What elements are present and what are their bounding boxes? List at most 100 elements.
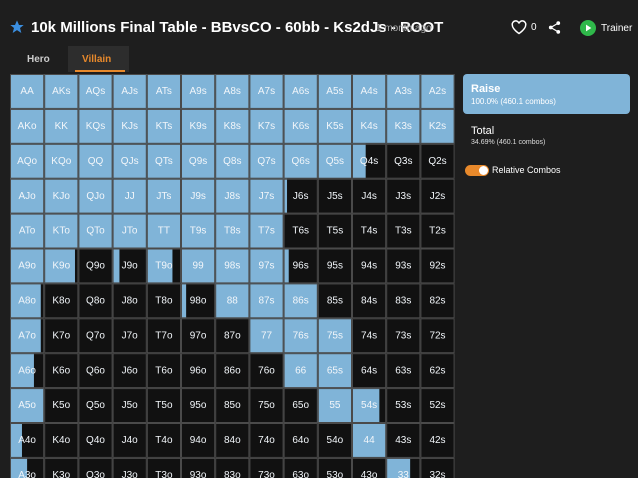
- tab-active[interactable]: Villain: [82, 54, 112, 65]
- cell-fill: [112, 74, 147, 109]
- cell-fill: [352, 423, 387, 458]
- cell-label: Q6s: [292, 156, 310, 167]
- cell-border: [10, 423, 45, 458]
- cell-label: A6s: [292, 86, 309, 97]
- cell-label: 86s: [293, 295, 309, 306]
- favorite-star[interactable]: [9, 19, 25, 35]
- cell-label: J9s: [190, 191, 206, 202]
- cell-fill: [215, 74, 250, 109]
- cell-label: 93s: [395, 261, 411, 272]
- cell-label: 83s: [395, 295, 411, 306]
- cell-border: [283, 108, 318, 144]
- cell-label: J7o: [122, 330, 139, 341]
- cell-border: [112, 318, 147, 354]
- cell-fill: [386, 457, 411, 478]
- cell-bg: [112, 457, 147, 478]
- cell-fill: [317, 388, 352, 423]
- cell-bg: [386, 353, 421, 389]
- cell-bg: [215, 457, 250, 478]
- cell-border: [317, 74, 352, 109]
- cell-fill: [249, 74, 284, 109]
- cell-border: [215, 143, 250, 179]
- cell-label: 95o: [190, 400, 207, 411]
- tab[interactable]: Hero: [27, 54, 50, 65]
- cell-border: [181, 213, 216, 249]
- cell-label: J5s: [327, 191, 343, 202]
- cell-border: [10, 248, 45, 284]
- cell-label: AQs: [86, 86, 105, 97]
- cell-border: [386, 108, 421, 144]
- cell-border: [215, 318, 250, 354]
- cell-bg: [352, 213, 387, 249]
- cell-bg: [352, 353, 387, 389]
- cell-border: [10, 283, 45, 319]
- cell-fill: [283, 74, 318, 109]
- cell-border: [112, 74, 147, 109]
- cell-fill: [181, 108, 216, 144]
- action-box[interactable]: [463, 74, 630, 114]
- cell-fill: [249, 108, 284, 144]
- cell-border: [44, 283, 79, 319]
- cell-border: [112, 108, 147, 144]
- cell-label: A3s: [395, 86, 412, 97]
- cell-bg: [78, 248, 113, 284]
- cell-bg: [317, 248, 352, 284]
- cell-bg: [146, 423, 181, 458]
- cell-bg: [249, 457, 284, 478]
- cell-bg: [283, 248, 318, 284]
- cell-label: A5s: [326, 86, 343, 97]
- cell-border: [112, 143, 147, 179]
- cell-border: [181, 318, 216, 354]
- cell-label: Q8o: [86, 295, 105, 306]
- cell-border: [317, 143, 352, 179]
- cell-border: [146, 248, 182, 284]
- cell-bg: [386, 283, 421, 319]
- cell-fill: [10, 388, 45, 423]
- cell-bg: [146, 283, 181, 319]
- cell-border: [283, 388, 318, 424]
- like-icon[interactable]: [511, 20, 527, 35]
- cell-label: 88: [227, 295, 239, 306]
- cell-border: [249, 457, 284, 478]
- cell-label: KK: [55, 121, 69, 132]
- cell-bg: [386, 318, 421, 354]
- cell-label: 83o: [224, 470, 241, 478]
- cell-border: [386, 248, 421, 284]
- cell-label: A2s: [429, 86, 446, 97]
- cell-border: [78, 388, 113, 424]
- cell-bg: [283, 388, 318, 423]
- cell-label: 32s: [429, 470, 445, 478]
- cell-border: [112, 248, 147, 284]
- cell-label: 54o: [327, 435, 344, 446]
- cell-label: A8o: [18, 295, 36, 306]
- cell-border: [146, 423, 182, 458]
- cell-label: K6s: [292, 121, 309, 132]
- cell-label: KTo: [53, 226, 71, 237]
- cell-bg: [78, 388, 113, 423]
- trainer-button[interactable]: Trainer: [601, 23, 633, 34]
- cell-border: [146, 353, 182, 389]
- cell-border: [352, 283, 387, 319]
- trainer-icon[interactable]: [580, 20, 596, 36]
- cell-bg: [44, 457, 79, 478]
- cell-label: 93o: [190, 470, 207, 478]
- share-icon[interactable]: [547, 20, 562, 35]
- cell-border: [317, 457, 352, 478]
- toggle[interactable]: [465, 165, 489, 176]
- cell-label: 77: [261, 330, 273, 341]
- cell-fill: [249, 248, 284, 284]
- cell-label: Q3o: [86, 470, 105, 478]
- cell-label: Q4s: [360, 156, 378, 167]
- cell-bg: [44, 283, 79, 319]
- cell-label: 73s: [395, 330, 411, 341]
- cell-fill: [146, 213, 181, 249]
- cell-border: [181, 457, 216, 478]
- cell-fill: [283, 248, 289, 284]
- cell-border: [283, 143, 318, 179]
- cell-label: K7s: [258, 121, 275, 132]
- cell-label: 74s: [361, 330, 377, 341]
- cell-label: 64o: [292, 435, 309, 446]
- cell-label: Q7o: [86, 330, 105, 341]
- cell-label: K9o: [52, 261, 70, 272]
- cell-border: [249, 283, 284, 319]
